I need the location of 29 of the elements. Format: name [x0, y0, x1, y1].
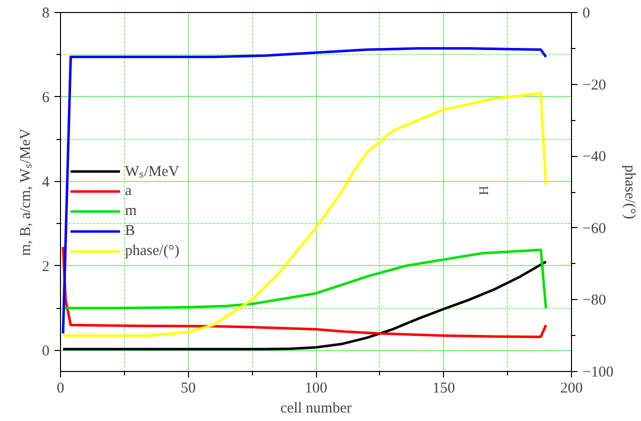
line-series: [62, 260, 548, 350]
x-axis-title: cell number: [280, 400, 352, 416]
y-tick-label: 2: [42, 258, 50, 275]
x-tick-label: 100: [304, 380, 328, 396]
annotation: H: [476, 186, 491, 196]
y-tick-label: 4: [42, 174, 50, 190]
line-series: [62, 92, 548, 337]
x-tick-label: 0: [56, 380, 64, 396]
legend-label: m: [125, 202, 138, 220]
y2-tick-label: 0: [582, 6, 590, 22]
y2-tick-label: −20: [582, 77, 606, 94]
x-tick-label: 150: [432, 380, 455, 396]
legend-label: a: [125, 182, 133, 200]
legend-label: Wₛ/MeV: [125, 163, 180, 181]
y-tick-label: 6: [42, 90, 50, 106]
line-series: [62, 246, 548, 338]
line-series: [62, 47, 548, 335]
y-tick-label: 8: [42, 6, 50, 22]
y2-axis-title: phase/(°): [621, 164, 638, 220]
y2-tick-label: −80: [582, 292, 606, 309]
x-tick-label: 50: [180, 380, 196, 396]
y-axis-title: m, B, a/cm, Wₛ/MeV: [18, 128, 34, 256]
y2-tick-label: −100: [582, 364, 614, 380]
y-tick-label: 0: [42, 343, 50, 360]
x-tick-label: 200: [560, 380, 583, 396]
y2-tick-label: −60: [582, 220, 606, 237]
y2-tick-label: −40: [582, 149, 606, 166]
legend-label: B: [125, 222, 136, 240]
legend-label: phase/(°): [125, 242, 180, 260]
